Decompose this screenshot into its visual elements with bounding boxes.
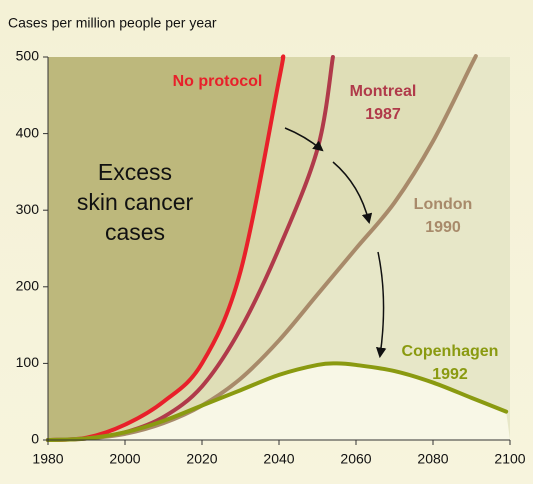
arrow xyxy=(284,127,324,152)
arrow xyxy=(332,161,373,225)
annotation: skin cancer xyxy=(76,189,194,215)
line xyxy=(46,54,286,442)
x-tick-label: 2080 xyxy=(417,451,448,467)
series-label: No protocol xyxy=(172,73,263,90)
annotation: cases xyxy=(104,219,166,245)
series-label: Montreal 1987 xyxy=(349,83,417,123)
x-tick-label: 2060 xyxy=(340,451,371,467)
x-tick-label: 2100 xyxy=(494,451,525,467)
area xyxy=(48,363,510,440)
x-tick-label: 2040 xyxy=(263,451,294,467)
x-tick-label: 2000 xyxy=(109,451,140,467)
arrow xyxy=(375,251,387,359)
y-tick-label: 200 xyxy=(16,278,40,294)
area xyxy=(48,56,510,440)
y-tick-label: 500 xyxy=(16,48,40,64)
x-tick-label: 1980 xyxy=(32,451,63,467)
y-axis-title: Cases per million people per year xyxy=(8,15,217,31)
x-tick-label: 2020 xyxy=(186,451,217,467)
annotation: Excess xyxy=(97,159,173,185)
series-label: Copenhagen 1992 xyxy=(401,343,499,383)
y-tick-label: 300 xyxy=(16,201,40,217)
y-tick-label: 0 xyxy=(31,431,39,447)
y-tick-label: 400 xyxy=(16,124,40,140)
series-label: London 1990 xyxy=(413,196,473,236)
line xyxy=(46,361,509,442)
y-tick-label: 100 xyxy=(16,354,40,370)
